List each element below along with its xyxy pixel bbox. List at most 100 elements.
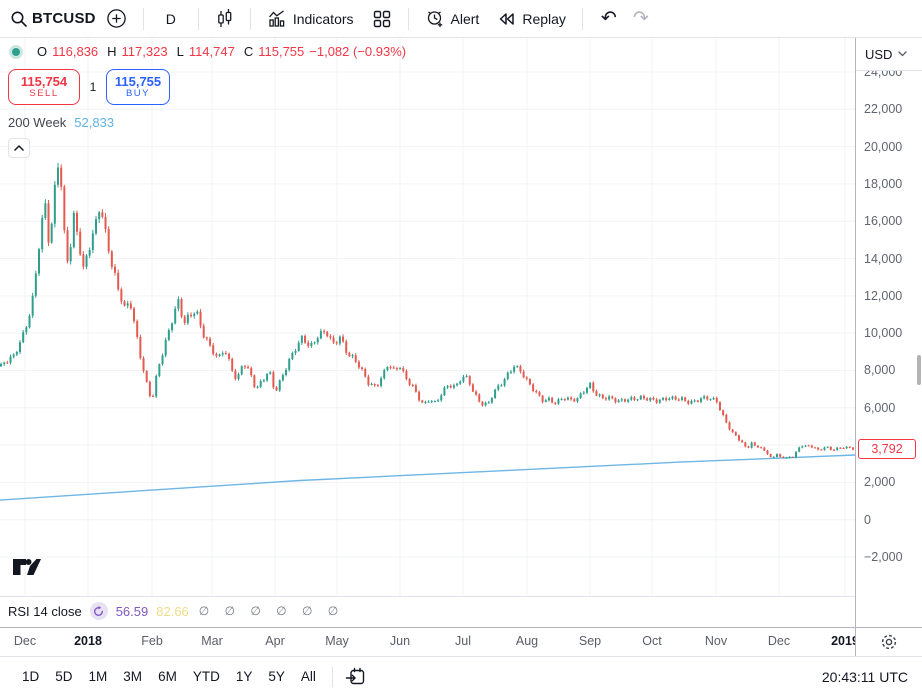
rsi-value: 56.59 [115, 603, 149, 619]
range-button-1d[interactable]: 1D [22, 669, 40, 684]
range-button-3m[interactable]: 3M [123, 669, 143, 684]
search-icon[interactable] [10, 10, 28, 28]
clock-utc[interactable]: 20:43:11 UTC [821, 668, 908, 685]
price-pane: O 116,836 H 117,323 L 114,747 C 115,755 −1,0… [0, 38, 855, 596]
sell-label: SELL [29, 87, 59, 99]
undo-button[interactable]: ↶ [600, 8, 617, 29]
rsi-refresh-icon[interactable] [89, 602, 108, 620]
range-button-5y[interactable]: 5Y [268, 669, 285, 684]
replay-rewind-icon [497, 10, 516, 28]
open-value: 116,836 [52, 44, 99, 59]
chevron-up-icon [14, 145, 24, 151]
chevron-down-icon [898, 51, 908, 57]
high-value: 117,323 [121, 44, 168, 59]
replay-label: Replay [522, 10, 566, 27]
range-button-5d[interactable]: 5D [55, 669, 73, 684]
ma-legend-row[interactable]: 200 Week 52,833 [8, 115, 406, 130]
gear-icon[interactable] [880, 633, 898, 651]
price-axis-label: −2,000 [864, 550, 903, 564]
time-axis-label: 2019 [831, 634, 855, 648]
indicators-label: Indicators [292, 10, 354, 27]
trade-buttons: 115,754 SELL 1 115,755 BUY [8, 69, 406, 105]
price-axis-label: 20,000 [864, 139, 903, 154]
buy-price: 115,755 [114, 73, 162, 89]
layout-grid-icon[interactable] [364, 5, 400, 33]
time-axis-label: Dec [767, 634, 791, 648]
toolbar-divider [142, 7, 144, 30]
price-axis-label: 18,000 [864, 176, 903, 191]
time-axis-label: Oct [642, 634, 662, 648]
axis-settings-corner [855, 627, 922, 656]
tradingview-logo[interactable] [12, 557, 42, 582]
ma-value: 52,833 [74, 115, 115, 130]
rsi-name: RSI 14 close [8, 603, 82, 619]
redo-button[interactable]: ↷ [632, 8, 649, 29]
close-label: C [243, 44, 254, 59]
price-axis-label: 16,000 [864, 214, 903, 229]
candle-style-icon[interactable] [207, 4, 242, 33]
chart-layout: O 116,836 H 117,323 L 114,747 C 115,755 −1,0… [0, 38, 922, 656]
price-axis-label: 2,000 [864, 475, 896, 490]
time-axis-label: Mar [201, 634, 223, 648]
price-axis-label: 0 [864, 512, 871, 527]
price-axis-label: 8,000 [864, 363, 896, 378]
ma-name: 200 Week [8, 115, 67, 130]
currency-dropdown[interactable]: USD [856, 38, 922, 71]
live-status-dot [12, 47, 20, 56]
low-label: L [176, 44, 184, 59]
alert-label: Alert [450, 10, 480, 27]
toolbar-divider [249, 7, 251, 30]
range-button-ytd[interactable]: YTD [192, 669, 220, 684]
replay-button[interactable]: Replay [489, 6, 574, 32]
compare-add-symbol-icon[interactable] [98, 4, 135, 33]
collapse-legend-button[interactable] [8, 138, 30, 158]
toolbar-divider [407, 7, 409, 30]
sell-button[interactable]: 115,754 SELL [8, 69, 80, 105]
price-axis-label: 12,000 [864, 288, 903, 303]
currency-label: USD [865, 46, 893, 62]
rsi-empty-values: ∅ ∅ ∅ ∅ ∅ ∅ [198, 604, 345, 618]
time-axis[interactable]: Dec 2018 Feb Mar Apr May Jun Jul Aug Sep Oct Nov Dec… [0, 627, 855, 656]
rsi-legend[interactable]: RSI 14 close 56.59 82.66 ∅ ∅ ∅ ∅ ∅ ∅ [8, 602, 344, 620]
time-axis-label: Jul [455, 634, 471, 648]
time-axis-label: Jun [389, 634, 411, 648]
range-button-6m[interactable]: 6M [158, 669, 177, 684]
last-price-tag: 3,792 [858, 438, 916, 459]
symbol-button[interactable]: BTCUSD [32, 10, 96, 27]
alert-clock-icon [425, 9, 445, 29]
time-axis-label: Aug [515, 634, 539, 648]
open-label: O [37, 44, 48, 59]
time-axis-label: Apr [265, 634, 285, 648]
chart-legend: O 116,836 H 117,323 L 114,747 C 115,755 −1,0… [8, 44, 406, 158]
time-axis-label: Feb [141, 634, 163, 648]
price-axis[interactable]: USD 3,792 24,000 22,000 20,000 18,000 16,000… [855, 38, 922, 627]
buy-label: BUY [125, 87, 151, 99]
range-button-all[interactable]: All [300, 669, 316, 684]
range-button-1y[interactable]: 1Y [235, 669, 253, 684]
rsi-pane: RSI 14 close 56.59 82.66 ∅ ∅ ∅ ∅ ∅ ∅ [0, 596, 855, 627]
toolbar-divider [197, 7, 199, 30]
high-label: H [107, 44, 117, 59]
candlestick-chart[interactable] [0, 38, 855, 596]
time-axis-label: Sep [578, 634, 602, 648]
change-value: −1,082 (−0.93%) [309, 44, 407, 59]
price-axis-label: 6,000 [864, 400, 896, 415]
range-button-1m[interactable]: 1M [88, 669, 108, 684]
ohlc-row[interactable]: O 116,836 H 117,323 L 114,747 C 115,755 −1,0… [8, 44, 406, 59]
scrollbar-thumb[interactable] [917, 355, 921, 385]
buy-button[interactable]: 115,755 BUY [106, 69, 170, 105]
go-to-date-icon[interactable] [341, 667, 370, 687]
toolbar-divider [331, 666, 333, 687]
interval-button[interactable]: D [165, 10, 176, 27]
price-axis-label: 14,000 [864, 251, 903, 266]
time-axis-label: Dec [13, 634, 37, 648]
time-axis-label: Nov [704, 634, 728, 648]
indicators-button[interactable]: Indicators [259, 5, 362, 32]
price-axis-label: 10,000 [864, 326, 903, 341]
close-value: 115,755 [258, 44, 305, 59]
alert-button[interactable]: Alert [417, 5, 488, 33]
time-axis-label: 2018 [74, 634, 102, 648]
bottom-toolbar: 1D 5D 1M 3M 6M YTD 1Y 5Y All 20:43:11 UTC [0, 656, 922, 696]
price-axis-label: 22,000 [864, 102, 903, 117]
